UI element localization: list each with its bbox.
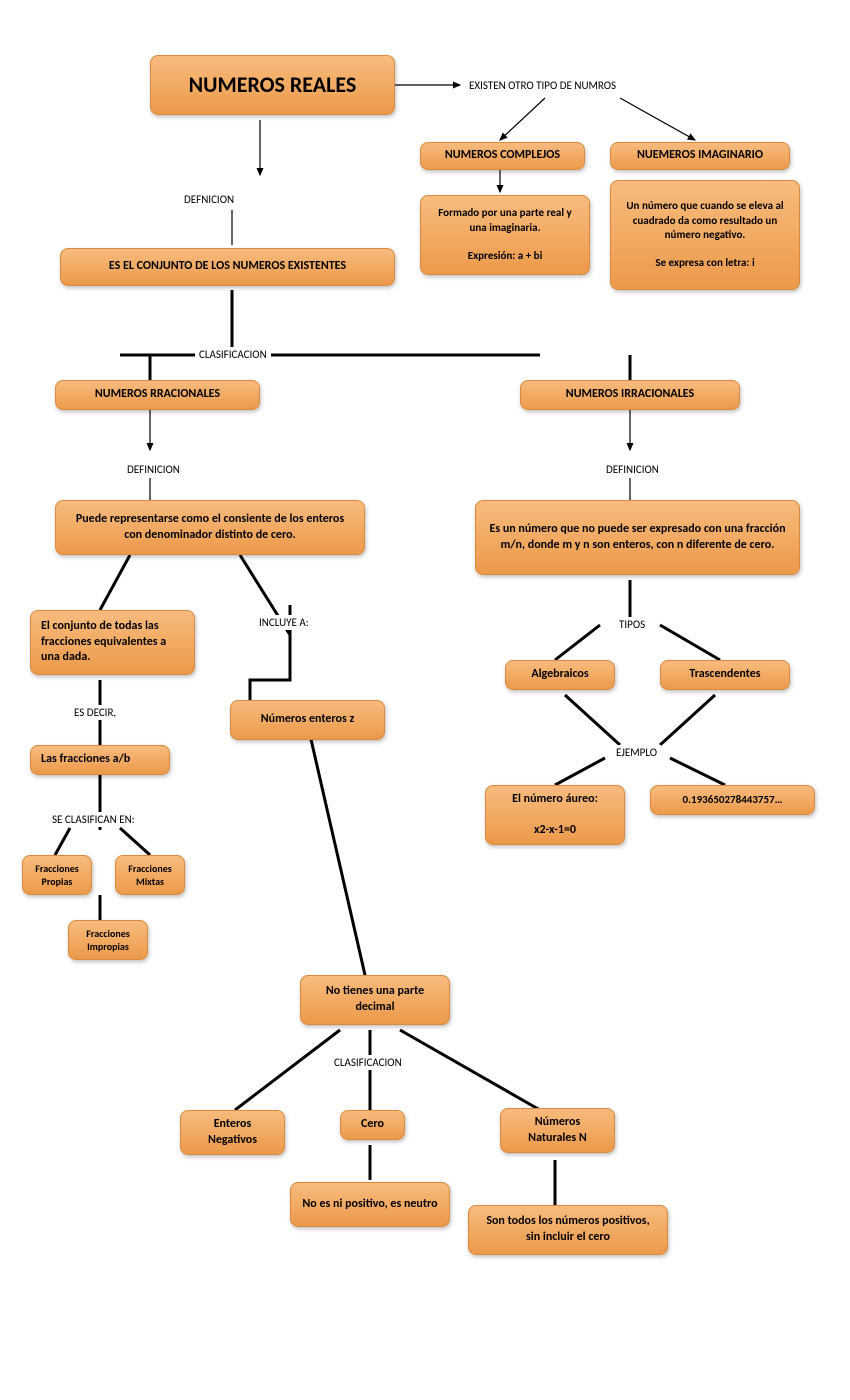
irracionales-title: NUMEROS IRRACIONALES	[520, 380, 740, 410]
imaginario-title: NUEMEROS IMAGINARIO	[610, 142, 790, 170]
naturales-desc: Son todos los números positivos, sin inc…	[468, 1205, 668, 1255]
title-box: NUMEROS REALES	[150, 55, 395, 115]
label-esdecir: ES DECIR,	[70, 705, 120, 720]
label-definicion: DEFNICION	[180, 192, 238, 207]
equiv-box: El conjunto de todas las fracciones equi…	[30, 610, 195, 675]
side-label: EXISTEN OTRO TIPO DE NUMROS	[465, 78, 620, 93]
fracciones-ab: Las fracciones a/b	[30, 745, 170, 775]
enteros-z: Números enteros z	[230, 700, 385, 740]
complejos-desc: Formado por una parte real y una imagina…	[420, 195, 590, 275]
enteros-neg: Enteros Negativos	[180, 1110, 285, 1155]
label-incluye: INCLUYE A:	[255, 615, 313, 630]
ejemplo-trasc: 0.193650278443757…	[650, 785, 815, 815]
racionales-title: NUMEROS RRACIONALES	[55, 380, 260, 410]
ejemplo-aureo: El número áureo: x2-x-1=0	[485, 785, 625, 845]
label-ejemplo: EJEMPLO	[612, 745, 661, 760]
imaginario-desc: Un número que cuando se eleva al cuadrad…	[610, 180, 800, 290]
cero: Cero	[340, 1110, 405, 1140]
frac-impropias: Fracciones Impropias	[68, 920, 148, 960]
frac-mixtas: Fracciones Mixtas	[115, 855, 185, 895]
algebraicos: Algebraicos	[505, 660, 615, 690]
title-text: NUMEROS REALES	[189, 71, 357, 100]
label-seclasifican: SE CLASIFICAN EN:	[48, 812, 139, 827]
trascendentes: Trascendentes	[660, 660, 790, 690]
naturales: Números Naturales N	[500, 1108, 615, 1153]
label-clasif2: CLASIFICACION	[330, 1055, 406, 1070]
label-def-irr: DEFINICION	[602, 462, 663, 477]
frac-propias: Fracciones Propias	[22, 855, 92, 895]
label-def-rac: DEFINICION	[123, 462, 184, 477]
cero-desc: No es ni positivo, es neutro	[290, 1182, 450, 1227]
complejos-title: NUMEROS COMPLEJOS	[420, 142, 585, 170]
label-tipos: TIPOS	[615, 617, 649, 632]
racionales-def: Puede representarse como el consiente de…	[55, 500, 365, 555]
label-clasificacion: CLASIFICACION	[195, 347, 271, 362]
irracionales-def: Es un número que no puede ser expresado …	[475, 500, 800, 575]
no-decimal: No tienes una parte decimal	[300, 975, 450, 1025]
conjunto-box: ES EL CONJUNTO DE LOS NUMEROS EXISTENTES	[60, 248, 395, 286]
